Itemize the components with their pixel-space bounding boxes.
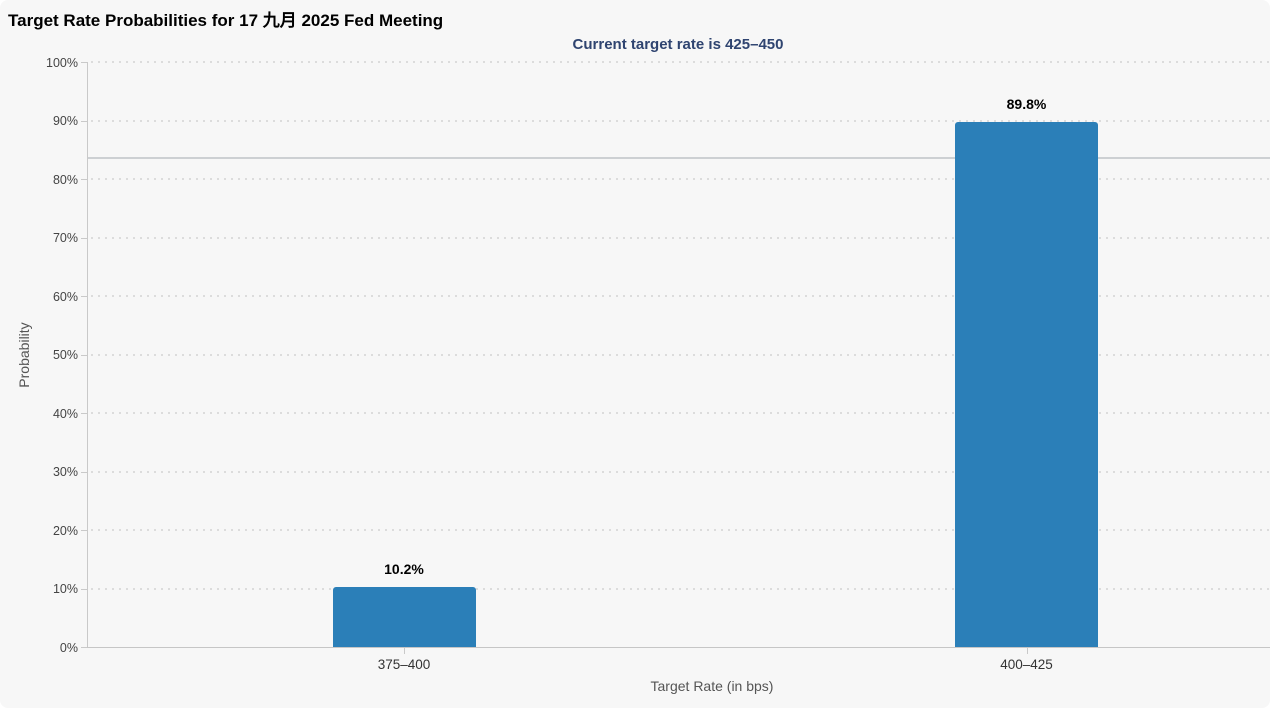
y-tick-mark	[81, 354, 87, 356]
bar-400–425	[955, 121, 1098, 647]
y-tick-mark	[81, 413, 87, 414]
x-tick-mark	[404, 648, 405, 654]
gridline-70%	[91, 236, 1270, 239]
y-tick-mark	[81, 179, 87, 180]
y-tick-mark	[81, 62, 87, 63]
gridline-50%	[91, 353, 1270, 356]
gridline-30%	[91, 470, 1270, 473]
y-tick-label: 10%	[52, 582, 78, 596]
gridline-10%	[91, 587, 1270, 590]
x-tick-mark	[1026, 648, 1028, 654]
gridline-100%	[91, 61, 1270, 63]
y-tick-label: 90%	[52, 114, 78, 128]
y-tick-label: 100%	[46, 55, 78, 70]
y-tick-label: 50%	[52, 348, 78, 362]
x-category-label: 400–425	[1000, 657, 1053, 672]
gridline-40%	[91, 412, 1270, 414]
bar-375–400	[332, 587, 476, 647]
bar-value-label: 89.8%	[1006, 95, 1047, 112]
y-tick-label: 20%	[52, 523, 78, 538]
y-tick-label: 30%	[52, 465, 78, 479]
y-tick-label: 0%	[59, 640, 78, 655]
y-tick-mark	[81, 471, 87, 473]
x-category-label: 375–400	[377, 657, 431, 672]
y-tick-label: 80%	[52, 172, 78, 187]
y-tick-mark	[81, 588, 87, 590]
gridline-60%	[91, 295, 1270, 297]
gridline-80%	[91, 178, 1270, 180]
x-axis-title: Target Rate (in bps)	[650, 678, 774, 694]
y-tick-mark	[81, 530, 87, 531]
y-tick-mark	[81, 120, 87, 122]
gridline-20%	[91, 529, 1270, 531]
y-tick-label: 70%	[52, 231, 78, 245]
y-tick-mark	[81, 296, 87, 297]
gridline-90%	[91, 119, 1270, 122]
y-tick-label: 60%	[52, 289, 78, 304]
y-tick-label: 40%	[52, 406, 78, 421]
y-axis-line	[87, 62, 88, 647]
chart-title: Target Rate Probabilities for 17 九月 2025…	[8, 11, 444, 30]
y-tick-mark	[81, 237, 87, 239]
y-tick-mark	[81, 647, 87, 648]
reference-line	[87, 156, 1270, 159]
y-axis-title: Probability	[16, 322, 32, 388]
bar-value-label: 10.2%	[384, 561, 424, 578]
chart-subtitle: Current target rate is 425–450	[572, 36, 784, 53]
x-axis-line	[87, 647, 1270, 648]
